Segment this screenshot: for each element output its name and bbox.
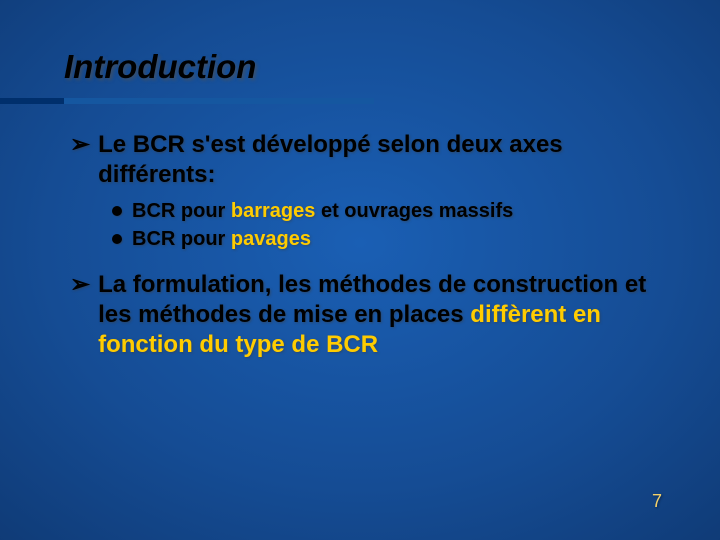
bullet-level2-text: BCR pour pavages [132,226,311,252]
dot-bullet-icon [112,206,122,216]
bullet-level1: ➢ Le BCR s'est développé selon deux axes … [70,130,656,190]
page-number: 7 [652,491,662,512]
bullet-level2: BCR pour barrages et ouvrages massifs [112,198,656,224]
underline-left [0,98,64,104]
arrow-bullet-icon: ➢ [70,270,90,300]
bullet-level2-text: BCR pour barrages et ouvrages massifs [132,198,513,224]
bullet-level2-group: BCR pour barrages et ouvrages massifsBCR… [112,198,656,252]
dot-bullet-icon [112,234,122,244]
bullet-level1: ➢ La formulation, les méthodes de constru… [70,270,656,360]
bullet-level1-text: Le BCR s'est développé selon deux axes d… [98,130,656,190]
slide-title: Introduction [64,48,656,86]
slide: Introduction ➢ Le BCR s'est développé sel… [0,0,720,540]
title-underline [0,98,656,104]
arrow-bullet-icon: ➢ [70,130,90,160]
slide-content: ➢ Le BCR s'est développé selon deux axes … [64,130,656,360]
underline-right [64,98,374,104]
bullet-level2: BCR pour pavages [112,226,656,252]
bullet-level1-text: La formulation, les méthodes de construc… [98,270,656,360]
